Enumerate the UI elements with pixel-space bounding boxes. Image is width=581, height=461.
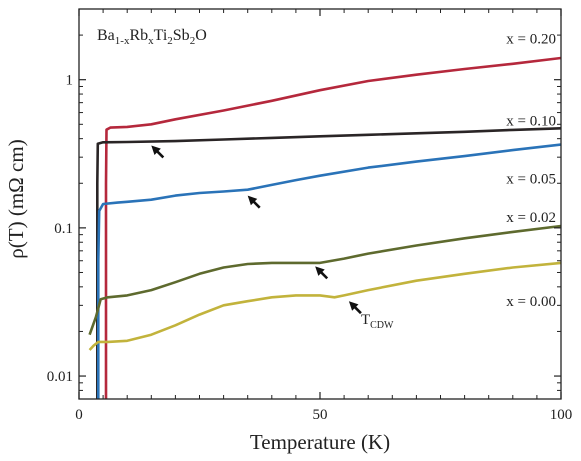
arrow-1 — [247, 195, 261, 209]
formula-label: Ba1-xRbxTi2Sb2O — [97, 27, 207, 47]
series-label-0: x = 0.20 — [506, 31, 556, 47]
x-axis-label: Temperature (K) — [250, 430, 390, 454]
formula-part-3: x — [148, 35, 154, 47]
formula-part-4: Ti — [154, 27, 168, 44]
formula-part-8: O — [195, 27, 207, 44]
formula-part-0: Ba — [97, 27, 115, 44]
series-label-4: x = 0.00 — [506, 294, 556, 310]
series-line-2 — [97, 143, 561, 399]
x-tick-label-2: 100 — [550, 407, 573, 423]
series-line-1 — [96, 127, 561, 399]
series-line-4 — [88, 261, 561, 351]
series-labels-group: x = 0.20 x = 0.10 x = 0.05 x = 0.02 x = 0.00 — [506, 31, 556, 310]
ticks-group: 0 50 100 0.01 0.1 1 — [47, 8, 573, 423]
y-tick-label-2: 1 — [66, 73, 74, 89]
formula-part-1: 1-x — [115, 35, 130, 47]
series-label-3: x = 0.02 — [506, 210, 556, 226]
y-axis-label: ρ(T) (mΩ cm) — [4, 139, 28, 258]
y-tick-label-0: 0.01 — [47, 369, 73, 385]
series-label-1: x = 0.10 — [506, 114, 556, 130]
formula-part-5: 2 — [167, 35, 173, 47]
arrow-2 — [315, 266, 329, 280]
arrow-0 — [151, 145, 165, 159]
arrows-group — [151, 145, 362, 315]
formula-part-7: 2 — [190, 35, 196, 47]
series-group — [88, 56, 561, 399]
x-tick-label-0: 0 — [75, 407, 83, 423]
formula-part-6: Sb — [173, 27, 190, 44]
tcdw-sub: CDW — [370, 320, 394, 331]
series-label-2: x = 0.05 — [506, 172, 556, 188]
x-tick-label-1: 50 — [313, 407, 328, 423]
y-tick-label-1: 0.1 — [54, 221, 73, 237]
formula-part-2: Rb — [129, 27, 148, 44]
series-line-0 — [104, 56, 561, 399]
arrow-3 — [348, 301, 362, 315]
tcdw-annotation: TCDW — [361, 312, 394, 331]
series-line-3 — [88, 224, 561, 336]
tcdw-main: T — [361, 312, 370, 328]
